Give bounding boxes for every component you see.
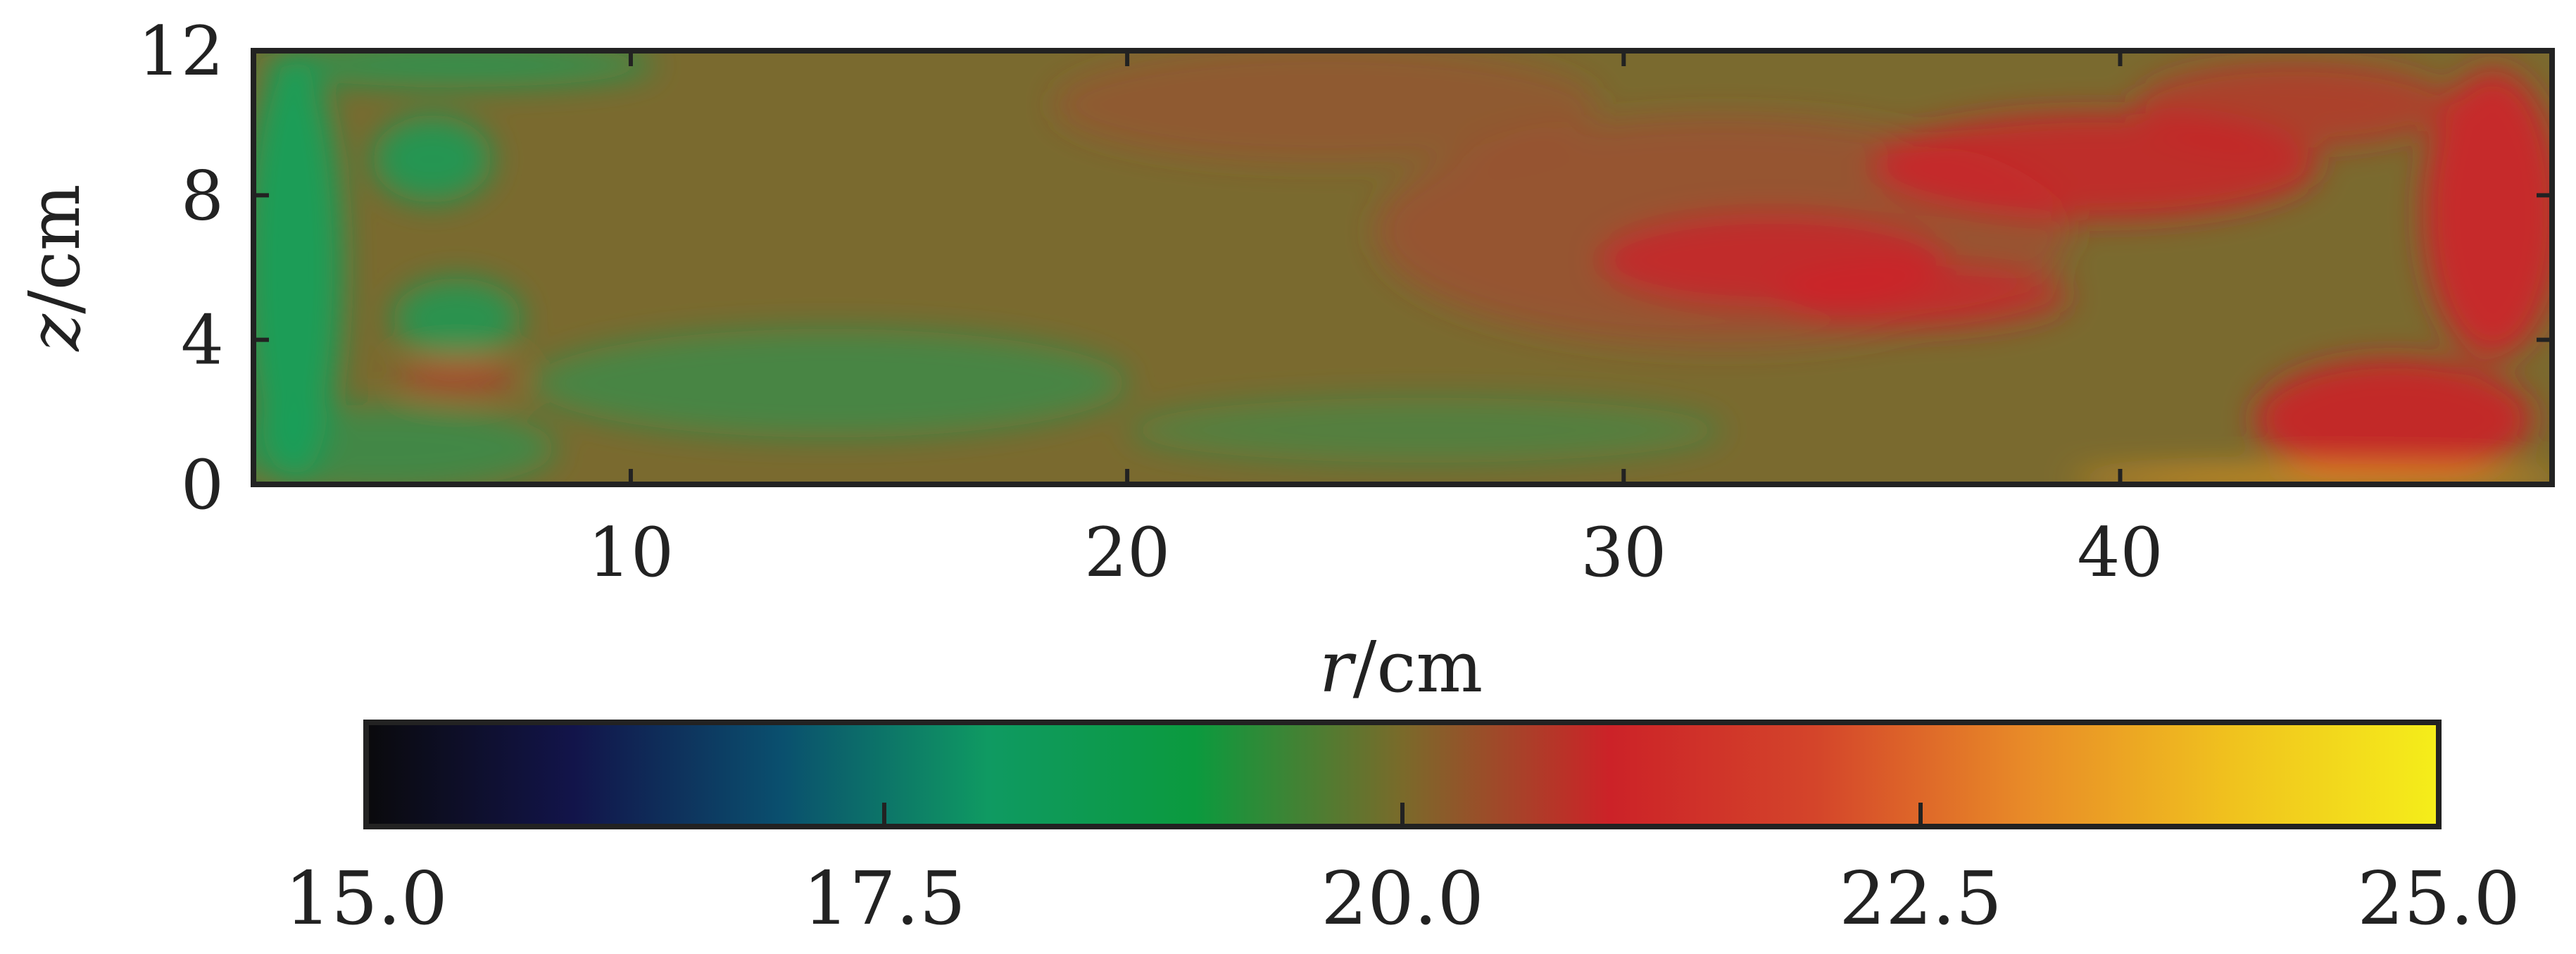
colorbar-tick-label: 20.0: [1321, 855, 1484, 941]
field-region-warm: [397, 358, 517, 394]
field-features: [253, 51, 2552, 484]
field-region-warm: [2135, 61, 2453, 149]
x-tick-label: 40: [2077, 513, 2163, 592]
field-region-cool: [253, 405, 557, 484]
field-region-cool: [392, 278, 522, 358]
field-region-warm: [1772, 263, 2071, 329]
y-tick-label: 8: [181, 156, 224, 235]
y-tick-label: 12: [138, 12, 224, 91]
field-region-warm: [2423, 68, 2552, 358]
field-region-cool: [258, 51, 656, 87]
colorbar-tick-label: 22.5: [1839, 855, 2002, 941]
x-tick-label: 30: [1581, 513, 1666, 592]
plot-frame: [251, 48, 2555, 487]
field-region-cool: [372, 115, 492, 203]
colorbar-tick-label: 17.5: [803, 855, 966, 941]
y-tick-label: 0: [181, 446, 224, 525]
colorbar-ticks: 15.0 17.5 20.0 22.5 25.0: [284, 803, 2520, 941]
y-tick-label: 4: [181, 301, 224, 380]
y-axis-label: z/cm: [13, 184, 96, 351]
y-axis-ticks: 0 4 8 12: [138, 12, 2552, 525]
colorbar-tick-label: 25.0: [2357, 855, 2520, 941]
field-region-cool: [253, 51, 343, 484]
field-region-hot: [2071, 470, 2552, 484]
field-region-cool: [531, 329, 1128, 438]
field-region-warm: [2254, 358, 2532, 481]
x-axis-ticks: 10 20 30 40: [588, 51, 2163, 592]
plot-area: 10 20 30 40 0 4 8 12: [138, 12, 2555, 592]
temperature-field: [253, 51, 2552, 484]
colorbar: 15.0 17.5 20.0 22.5 25.0: [284, 720, 2520, 941]
x-axis-label: r/cm: [1319, 626, 1483, 708]
x-tick-label: 20: [1084, 513, 1170, 592]
colorbar-tick-label: 15.0: [284, 855, 448, 941]
field-region-cool: [1127, 397, 1723, 463]
field-region-warm_mid: [1053, 51, 1599, 163]
x-tick-label: 10: [588, 513, 674, 592]
